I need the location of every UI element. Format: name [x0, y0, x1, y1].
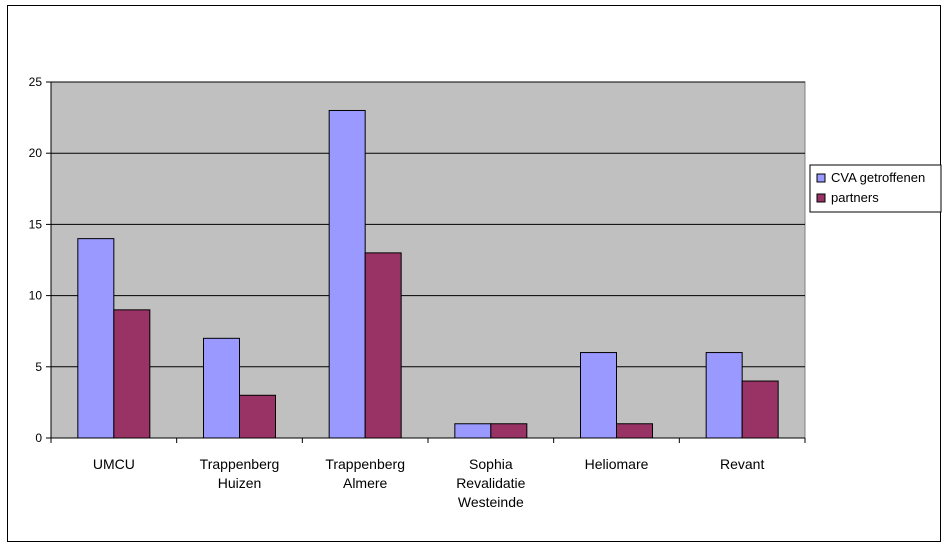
category-label: Revant	[720, 456, 764, 472]
y-tick-label: 10	[29, 289, 43, 303]
category-label: Huizen	[218, 475, 262, 491]
category-label: Heliomare	[585, 456, 649, 472]
bar-cva-getroffenen-0	[77, 238, 115, 439]
y-tick-label: 15	[29, 217, 43, 231]
bar-partners-2	[364, 252, 402, 439]
bar-cva-getroffenen-3	[454, 423, 492, 439]
bar-partners-4	[616, 423, 653, 439]
bar-partners-3	[490, 423, 528, 439]
legend-box	[809, 164, 942, 213]
bar-partners-1	[239, 394, 276, 439]
legend: CVA getroffenen partners	[809, 164, 942, 213]
y-axis-ticks: 0 5 10 15 20 25	[29, 75, 51, 445]
legend-swatch-0	[816, 173, 826, 183]
bars	[77, 109, 779, 439]
legend-swatch-1	[816, 193, 826, 203]
y-tick-label: 20	[29, 146, 43, 160]
x-axis-categories: UMCU Trappenberg Huizen Trappenberg Almere So…	[93, 456, 765, 510]
axes	[50, 82, 806, 443]
y-tick-label: 5	[35, 360, 42, 374]
bar-cva-getroffenen-5	[705, 352, 743, 439]
category-label: Sophia	[469, 456, 513, 472]
bar-cva-getroffenen-1	[203, 337, 240, 439]
y-tick-label: 25	[29, 75, 43, 89]
legend-label-1: partners	[831, 190, 879, 205]
y-tick-label: 0	[35, 431, 42, 445]
bar-cva-getroffenen-4	[580, 352, 617, 439]
category-label: Revalidatie	[456, 475, 525, 491]
bar-cva-getroffenen-2	[328, 109, 366, 439]
gridlines	[51, 81, 805, 368]
bar-partners-0	[113, 309, 151, 439]
bar-partners-5	[741, 380, 779, 439]
plot-area	[50, 81, 806, 439]
legend-label-0: CVA getroffenen	[831, 170, 925, 185]
category-label: UMCU	[93, 456, 135, 472]
category-label: Almere	[343, 475, 388, 491]
category-label: Trappenberg	[200, 456, 280, 472]
category-label: Westeinde	[458, 494, 524, 510]
category-label: Trappenberg	[325, 456, 405, 472]
